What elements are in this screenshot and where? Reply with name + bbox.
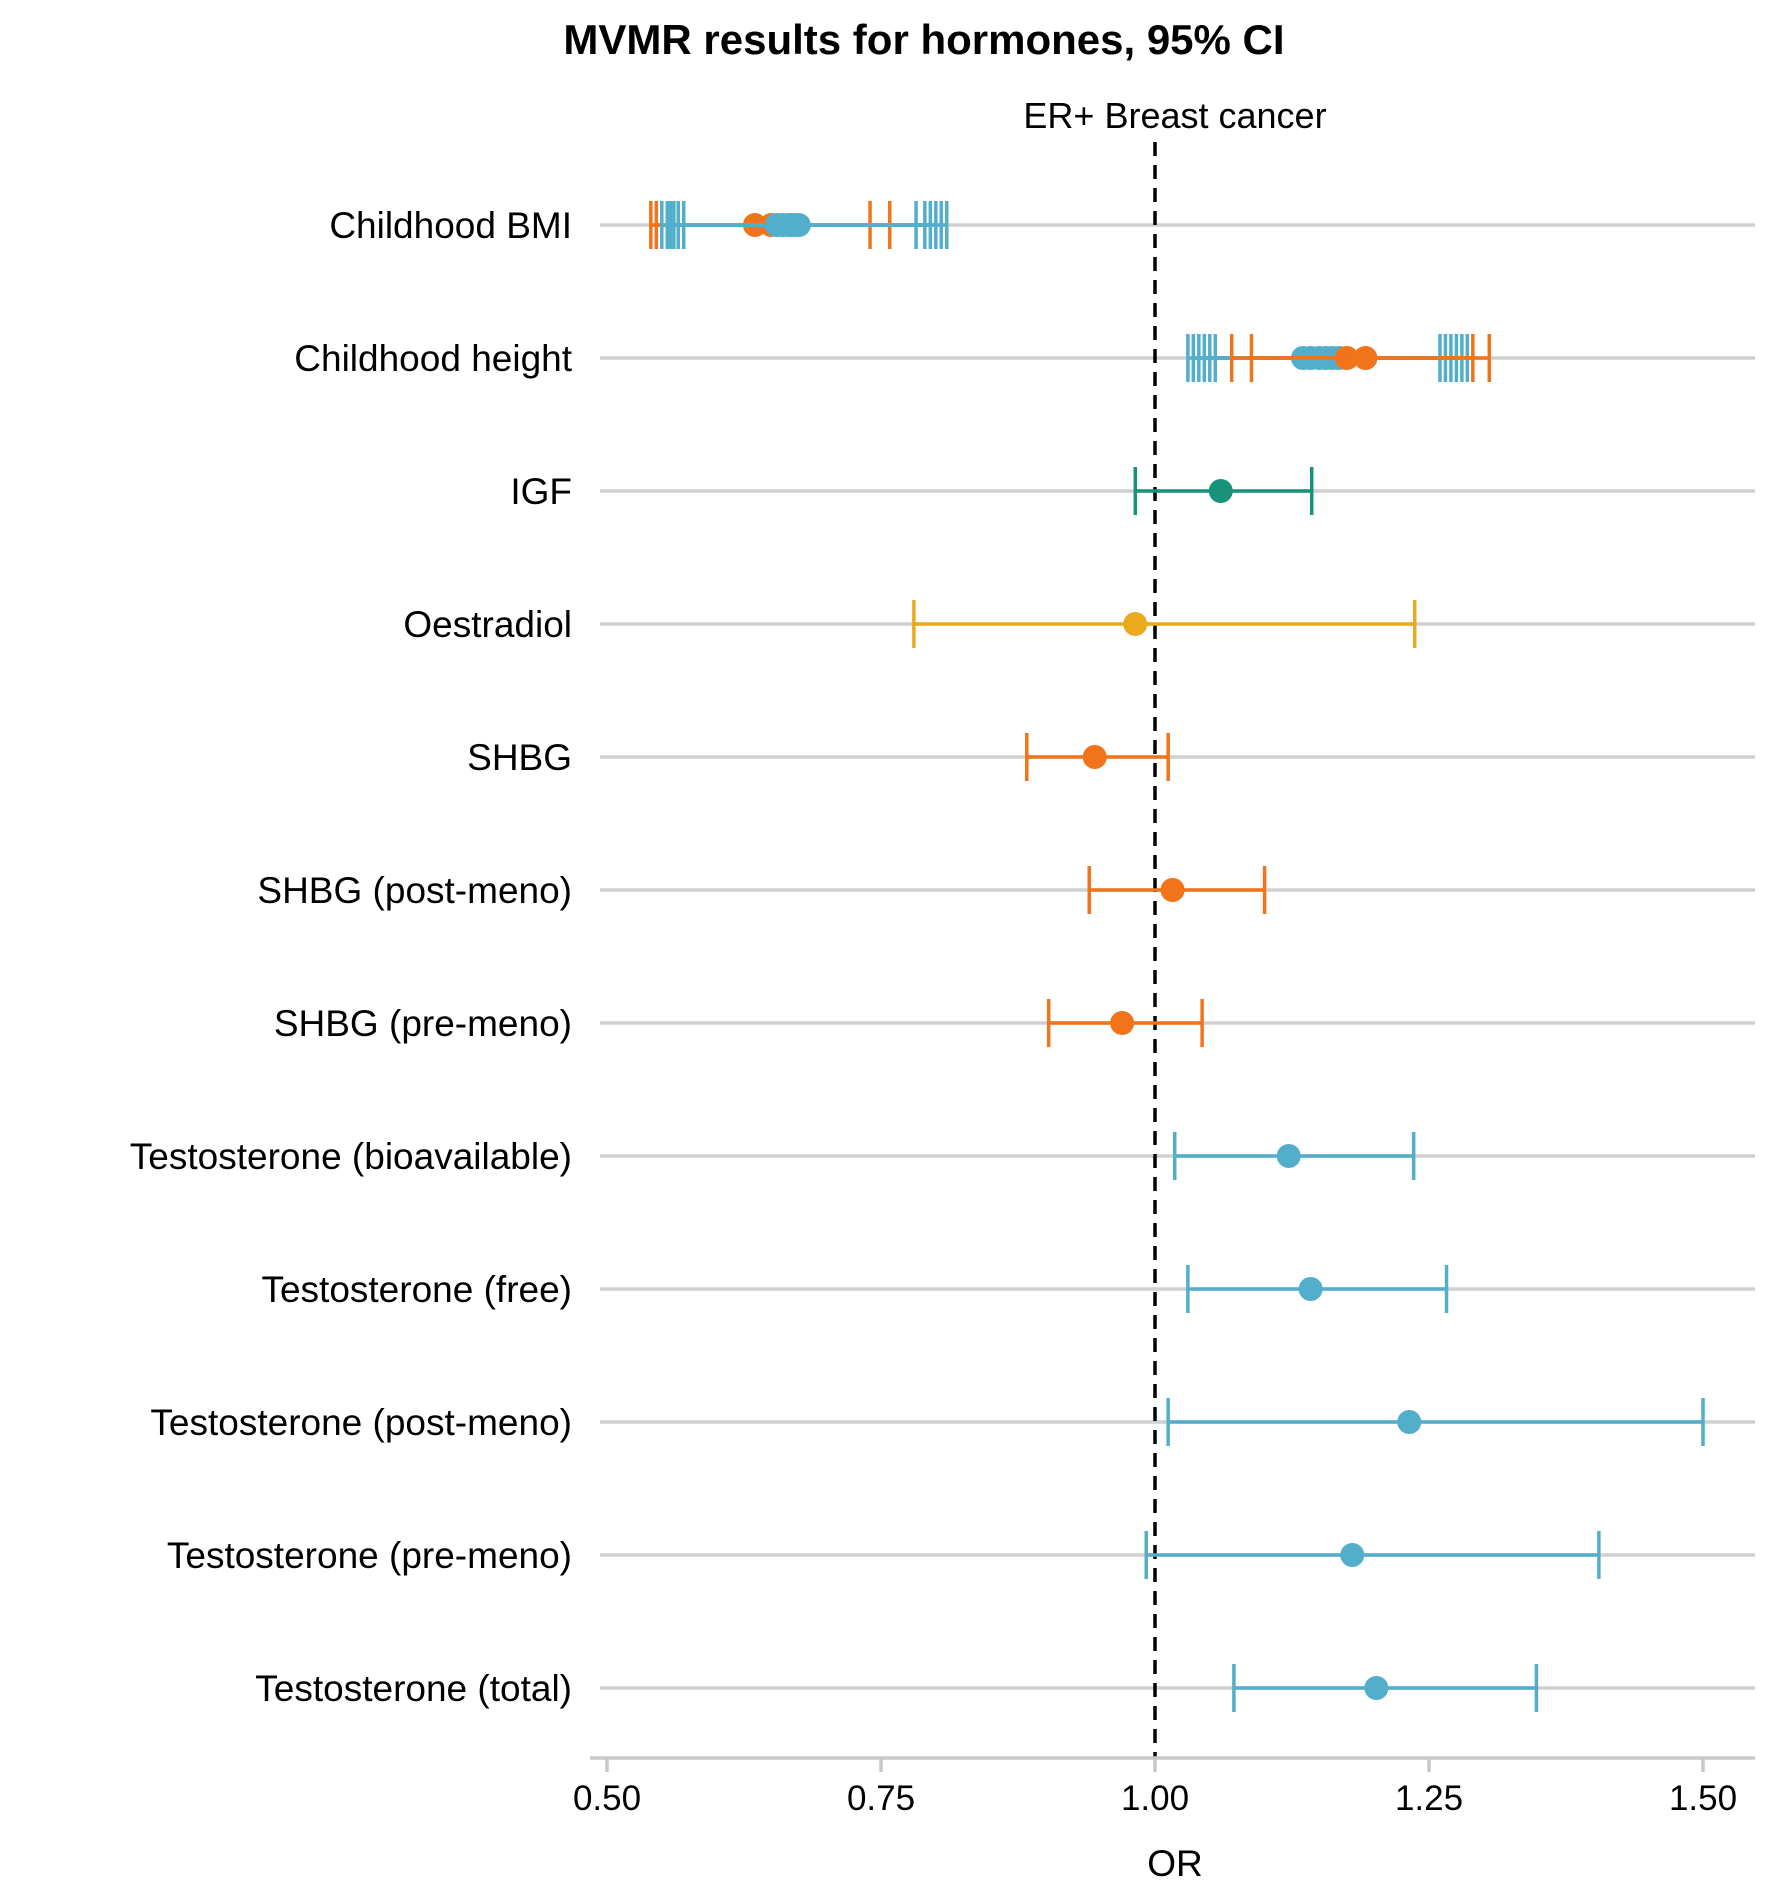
x-tick-label: 1.25	[1395, 1779, 1463, 1818]
y-tick-label: Oestradiol	[403, 604, 572, 645]
data-marks	[649, 201, 1705, 1712]
chart-title: MVMR results for hormones, 95% CI	[563, 16, 1284, 63]
y-tick-label: SHBG (post-meno)	[257, 870, 572, 911]
estimate	[1087, 866, 1267, 914]
estimate	[1186, 1265, 1449, 1313]
point-estimate	[1298, 1277, 1323, 1301]
x-tick-label: 0.75	[847, 1779, 915, 1818]
gridlines	[600, 223, 1755, 1690]
point-estimate	[1340, 1543, 1365, 1567]
estimate	[1172, 1132, 1416, 1180]
point-estimate	[1353, 346, 1378, 370]
estimate	[1249, 334, 1492, 382]
point-estimate	[1276, 1144, 1301, 1168]
y-axis-labels: Childhood BMI Childhood height IGF Oestradi…	[130, 205, 573, 1709]
y-tick-label: Childhood height	[294, 338, 572, 379]
estimate	[1025, 733, 1170, 781]
x-axis: 0.50 0.75 1.00 1.25 1.50	[573, 1756, 1755, 1818]
estimate	[1046, 999, 1204, 1047]
point-estimate	[1110, 1011, 1135, 1035]
x-tick-label: 1.00	[1121, 1779, 1189, 1818]
estimate	[1133, 467, 1314, 515]
x-tick-label: 0.50	[573, 1779, 641, 1818]
y-tick-label: Testosterone (free)	[261, 1269, 572, 1310]
x-tick-label: 1.50	[1669, 1779, 1737, 1818]
estimate	[1166, 1398, 1705, 1446]
y-tick-label: Testosterone (total)	[255, 1668, 572, 1709]
y-tick-label: Childhood BMI	[329, 205, 572, 246]
x-axis-title: OR	[1147, 1843, 1203, 1884]
y-tick-label: Testosterone (post-meno)	[150, 1402, 572, 1443]
point-estimate	[1160, 878, 1185, 902]
y-tick-label: SHBG (pre-meno)	[274, 1003, 572, 1044]
y-tick-label: SHBG	[467, 737, 572, 778]
y-tick-label: Testosterone (pre-meno)	[167, 1535, 572, 1576]
estimate	[1144, 1531, 1601, 1579]
y-tick-label: Testosterone (bioavailable)	[130, 1136, 572, 1177]
point-estimate	[1364, 1676, 1389, 1700]
estimate	[681, 201, 949, 249]
estimate	[1232, 1664, 1539, 1712]
point-estimate	[1208, 479, 1233, 503]
point-estimate	[1397, 1410, 1422, 1434]
point-estimate	[1123, 612, 1148, 636]
point-estimate	[786, 213, 811, 237]
facet-label: ER+ Breast cancer	[1023, 95, 1326, 136]
point-estimate	[1082, 745, 1107, 769]
y-tick-label: IGF	[510, 471, 572, 512]
estimate	[912, 600, 1417, 648]
